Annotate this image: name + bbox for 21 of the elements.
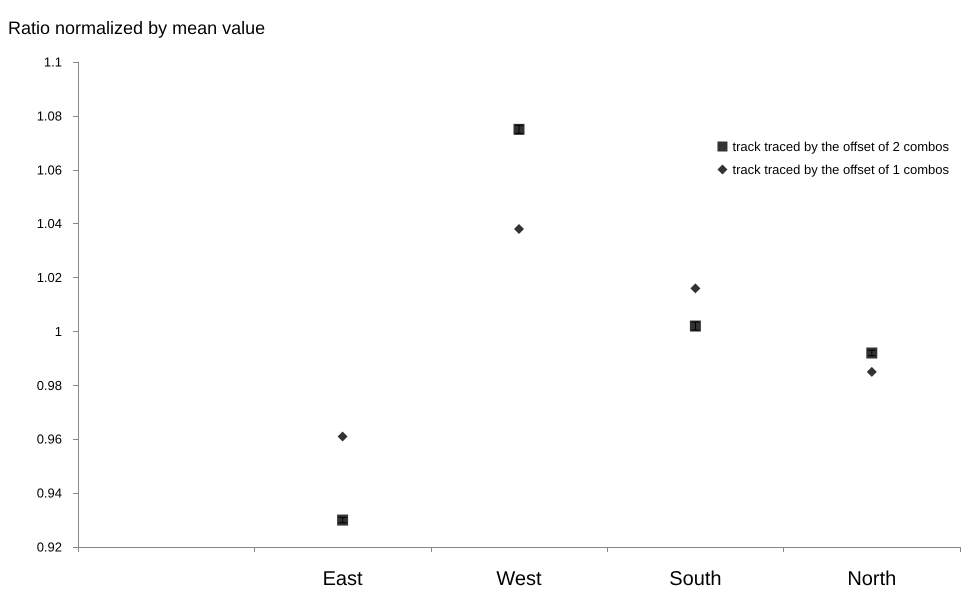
y-tick-label: 1 [54, 324, 62, 339]
y-tick-label: 1.04 [36, 216, 62, 232]
point [338, 432, 348, 442]
x-tick-label: South [669, 568, 722, 590]
y-tick-label: 0.92 [36, 540, 62, 554]
x-tick-label: East [322, 568, 364, 590]
y-tick-label: 0.94 [36, 486, 62, 501]
legend-label: track traced by the offset of 1 combos [732, 162, 950, 177]
y-tick-label: 1.06 [36, 162, 62, 178]
y-tick-label: 1.02 [36, 270, 62, 286]
y-tick-label: 1.1 [44, 54, 62, 70]
x-tick-label: West [496, 568, 542, 590]
y-tick-label: 0.98 [36, 378, 62, 393]
x-tick-label: North [847, 568, 896, 590]
y-tick-label: 0.96 [36, 432, 62, 447]
legend-label: track traced by the offset of 2 combos [732, 139, 950, 154]
point [514, 224, 524, 234]
y-axis-title: Ratio normalized by mean value [8, 18, 266, 38]
y-tick-label: 1.08 [36, 108, 62, 124]
point [690, 283, 700, 294]
point [866, 366, 877, 377]
